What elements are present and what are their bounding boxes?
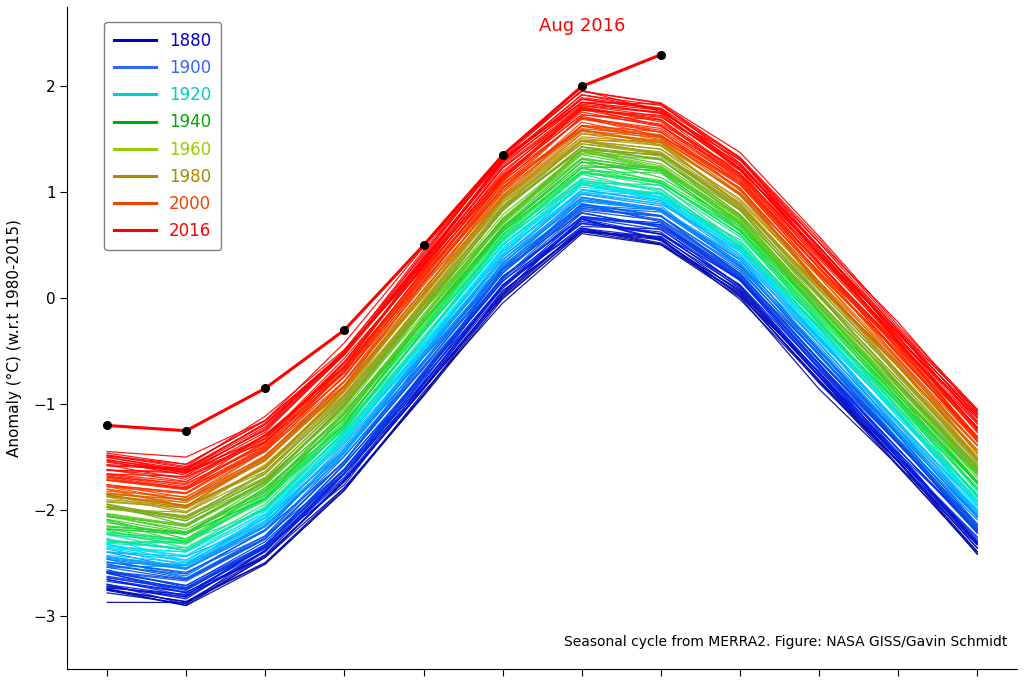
Y-axis label: Anomaly (°C) (w.r.t 1980-2015): Anomaly (°C) (w.r.t 1980-2015)	[7, 219, 22, 457]
Legend: 1880, 1900, 1920, 1940, 1960, 1980, 2000, 2016: 1880, 1900, 1920, 1940, 1960, 1980, 2000…	[104, 22, 221, 250]
Text: Aug 2016: Aug 2016	[539, 17, 625, 36]
Text: Seasonal cycle from MERRA2. Figure: NASA GISS/Gavin Schmidt: Seasonal cycle from MERRA2. Figure: NASA…	[564, 635, 1008, 650]
